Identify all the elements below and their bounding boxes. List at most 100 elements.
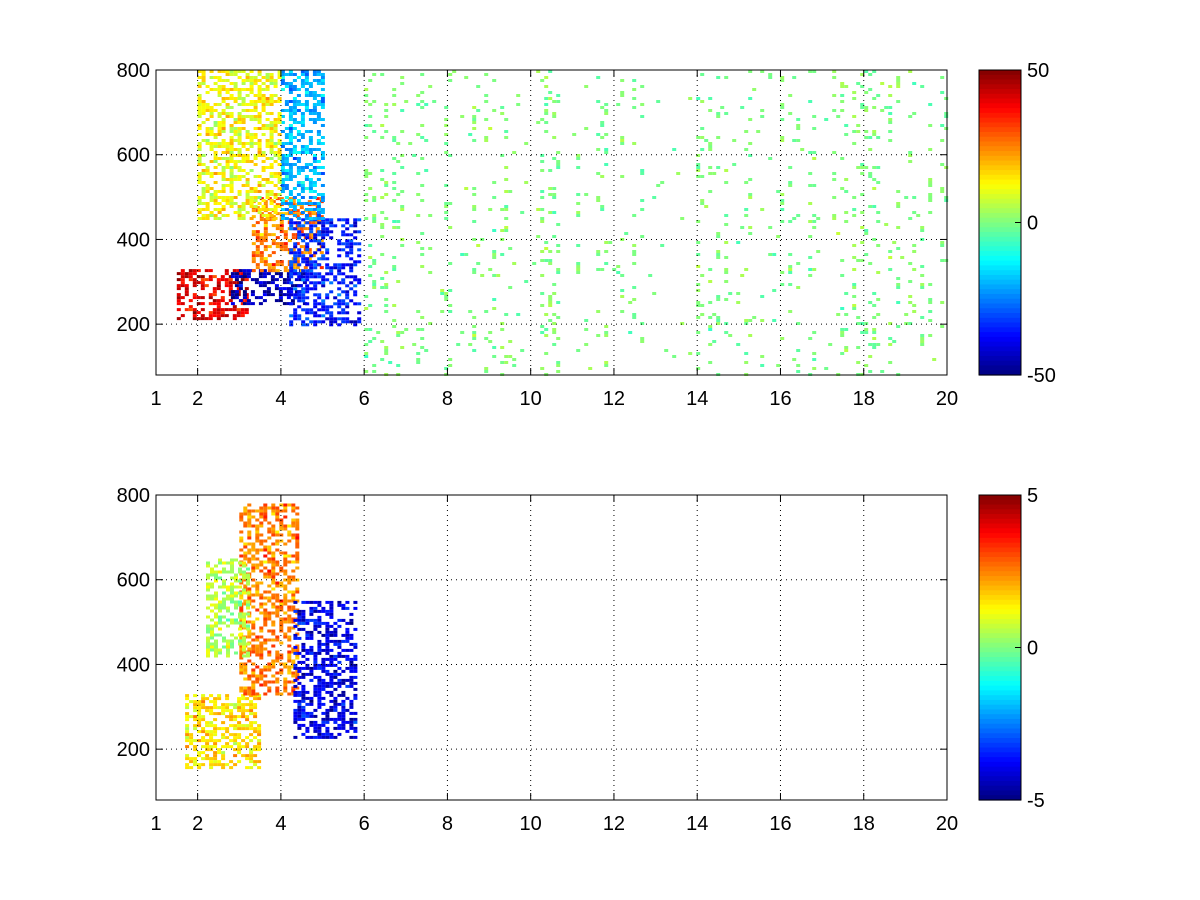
heatmap-cell [275,563,280,567]
heatmap-cell [317,663,322,667]
heatmap-cell [271,569,276,573]
colorbar-segment [979,351,1021,357]
colorbar-segment [979,208,1021,214]
heatmap-cell [277,148,282,151]
colorbar-segment [979,170,1021,176]
heatmap-cell [265,181,270,184]
heatmap-cell [313,627,318,631]
heatmap-cell [364,88,369,91]
heatmap-cell [544,130,549,133]
heatmap-cell [868,262,873,265]
heatmap-cell [241,694,246,698]
heatmap-cell [247,629,252,633]
heatmap-cell [253,127,258,130]
heatmap-cell [224,284,229,288]
heatmap-cell [544,85,549,88]
heatmap-cell [353,726,358,730]
heatmap-cell [274,284,279,288]
heatmap-cell [353,600,358,604]
heatmap-cell [279,626,284,630]
heatmap-cell [197,85,202,88]
heatmap-cell [520,349,525,352]
heatmap-cell [259,602,264,606]
heatmap-cell [185,736,190,740]
heatmap-cell [220,278,225,282]
heatmap-cell [309,263,314,267]
heatmap-cell [353,218,358,222]
heatmap-cell [280,178,285,181]
heatmap-cell [251,524,256,528]
heatmap-cell [249,91,254,94]
heatmap-cell [243,668,248,672]
heatmap-cell [229,169,234,172]
colorbar-segment [979,747,1021,753]
heatmap-cell [205,217,210,220]
heatmap-cell [812,157,817,160]
heatmap-cell [696,175,701,178]
heatmap-cell [188,272,193,276]
heatmap-cell [262,269,267,273]
heatmap-cell [620,94,625,97]
heatmap-cell [852,115,857,118]
heatmap-cell [295,653,300,657]
heatmap-cell [251,668,256,672]
heatmap-cell [460,253,465,256]
heatmap-cell [295,671,300,675]
heatmap-cell [420,136,425,139]
heatmap-cell [832,172,837,175]
heatmap-cell [780,106,785,109]
heatmap-cell [301,615,306,619]
heatmap-cell [308,187,313,190]
heatmap-cell [584,343,589,346]
heatmap-cell [305,236,310,240]
heatmap-cell [243,554,248,558]
heatmap-cell [247,635,252,639]
heatmap-cell [269,127,274,130]
heatmap-cell [696,169,701,172]
heatmap-cell [700,136,705,139]
heatmap-cell [271,563,276,567]
heatmap-cell [396,142,401,145]
heatmap-cell [832,109,837,112]
heatmap-cell [300,124,305,127]
colorbar-segment [979,255,1021,262]
heatmap-cell [552,100,557,103]
heatmap-cell [233,166,238,169]
heatmap-cell [287,653,292,657]
heatmap-cell [289,323,294,327]
heatmap-cell [233,70,238,73]
heatmap-cell [341,723,346,727]
heatmap-cell [229,154,234,157]
colorbar-segment [979,666,1021,672]
heatmap-cell [349,720,354,724]
y-tick-label: 800 [117,485,150,507]
heatmap-cell [696,283,701,286]
heatmap-cell [796,214,801,217]
heatmap-cell [197,706,202,710]
heatmap-cell [325,317,330,321]
heatmap-cell [271,551,276,555]
heatmap-cell [297,660,302,664]
heatmap-cell [221,157,226,160]
heatmap-cell [325,690,330,694]
heatmap-cell [201,106,206,109]
heatmap-cell [301,660,306,664]
heatmap-cell [548,97,553,100]
heatmap-cell [205,205,210,208]
heatmap-cell [484,94,489,97]
heatmap-cell [233,133,238,136]
heatmap-cell [206,594,210,598]
heatmap-cell [224,281,229,285]
heatmap-cell [492,250,497,253]
heatmap-cell [233,175,238,178]
colorbar-segment [979,495,1021,501]
heatmap-cell [349,711,354,715]
heatmap-cell [192,269,197,273]
heatmap-cell [209,739,214,743]
heatmap-cell [201,757,206,761]
heatmap-cell [600,136,605,139]
heatmap-cell [353,224,358,228]
heatmap-cell [265,157,270,160]
heatmap-cell [269,163,274,166]
heatmap-cell [320,124,325,127]
